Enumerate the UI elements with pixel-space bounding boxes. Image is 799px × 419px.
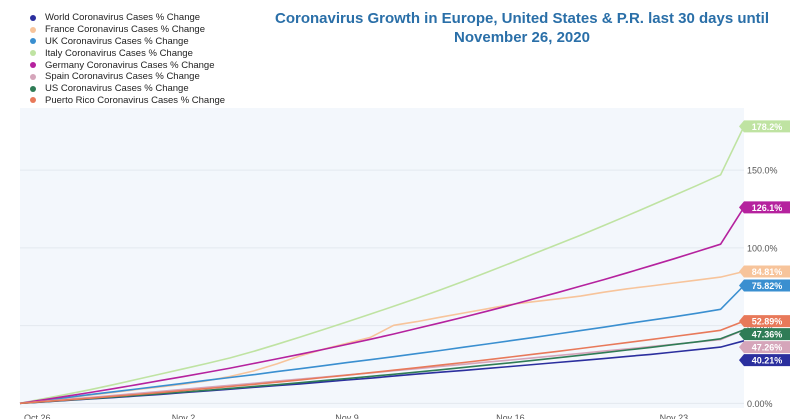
- end-value-label: 84.81%: [739, 265, 790, 278]
- legend: World Coronavirus Cases % Change France C…: [30, 12, 225, 106]
- end-value-badge: [739, 328, 790, 341]
- legend-item[interactable]: Spain Coronavirus Cases % Change: [30, 71, 225, 83]
- end-value-label: 47.26%: [739, 341, 790, 354]
- end-value-text: 126.1%: [752, 203, 783, 213]
- legend-label: France Coronavirus Cases % Change: [45, 24, 205, 36]
- legend-marker-icon: [30, 73, 36, 80]
- y-tick-label: 150.0%: [747, 166, 778, 176]
- y-tick-label: 0.00%: [747, 399, 773, 409]
- series-line: [19, 206, 745, 405]
- y-tick-label: 100.0%: [747, 243, 778, 253]
- legend-item[interactable]: US Coronavirus Cases % Change: [30, 83, 225, 95]
- end-value-label: 52.89%: [739, 315, 790, 328]
- x-tick-label: Nov 9: [335, 413, 359, 419]
- x-tick-label: Nov 23: [660, 413, 689, 419]
- end-value-badge: [739, 201, 790, 214]
- legend-marker-icon: [30, 38, 36, 45]
- end-value-label: 126.1%: [739, 201, 790, 214]
- series-line: [19, 328, 745, 405]
- legend-item[interactable]: France Coronavirus Cases % Change: [30, 24, 225, 36]
- legend-marker-icon: [30, 62, 36, 69]
- legend-label: Spain Coronavirus Cases % Change: [45, 71, 200, 83]
- x-tick-label: Nov 2: [172, 413, 196, 419]
- legend-item[interactable]: UK Coronavirus Cases % Change: [30, 36, 225, 48]
- legend-label: UK Coronavirus Cases % Change: [45, 35, 189, 47]
- legend-marker-icon: [30, 85, 36, 92]
- series-line: [19, 284, 745, 405]
- end-value-badge: [739, 120, 790, 133]
- legend-item[interactable]: Germany Coronavirus Cases % Change: [30, 59, 225, 71]
- series-line: [19, 320, 745, 405]
- end-value-text: 75.82%: [752, 281, 783, 291]
- end-value-text: 178.2%: [752, 122, 783, 132]
- chart-title: Coronavirus Growth in Europe, United Sta…: [275, 10, 769, 46]
- legend-item[interactable]: World Coronavirus Cases % Change: [30, 12, 225, 24]
- end-value-text: 84.81%: [752, 267, 783, 277]
- legend-item[interactable]: Puerto Rico Coronavirus Cases % Change: [30, 95, 225, 107]
- legend-label: Italy Coronavirus Cases % Change: [45, 47, 193, 59]
- x-tick-label: Nov 16: [496, 413, 525, 419]
- end-value-badge: [739, 315, 790, 328]
- end-value-label: 40.21%: [739, 354, 790, 367]
- end-value-label: 47.36%: [739, 328, 790, 341]
- legend-label: Puerto Rico Coronavirus Cases % Change: [45, 94, 226, 106]
- x-tick-label: Oct 26: [24, 413, 51, 419]
- end-value-text: 40.21%: [752, 356, 783, 366]
- end-value-text: 47.26%: [752, 343, 783, 353]
- legend-marker-icon: [30, 14, 36, 21]
- legend-marker-icon: [30, 26, 36, 33]
- end-value-badge: [739, 341, 790, 354]
- end-value-label: 178.2%: [739, 120, 790, 133]
- end-value-badge: [739, 354, 790, 367]
- end-value-badge: [739, 265, 790, 278]
- end-value-text: 47.36%: [752, 330, 783, 340]
- plot-background: [20, 108, 744, 408]
- legend-label: Germany Coronavirus Cases % Change: [45, 59, 215, 71]
- series-line: [19, 125, 745, 405]
- end-value-badge: [739, 279, 790, 292]
- end-value-text: 52.89%: [752, 317, 783, 327]
- legend-item[interactable]: Italy Coronavirus Cases % Change: [30, 47, 225, 59]
- legend-label: World Coronavirus Cases % Change: [45, 12, 201, 24]
- end-value-label: 75.82%: [739, 279, 790, 292]
- legend-marker-icon: [30, 50, 36, 57]
- legend-label: US Coronavirus Cases % Change: [45, 83, 189, 95]
- legend-marker-icon: [30, 97, 36, 104]
